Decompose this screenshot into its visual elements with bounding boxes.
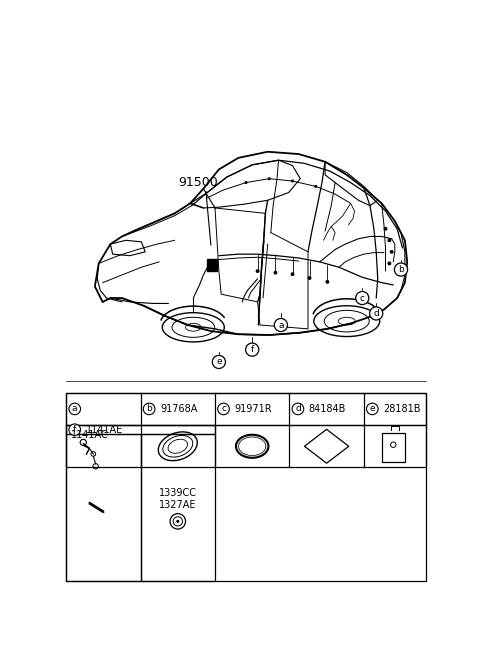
Circle shape xyxy=(367,403,378,415)
Bar xyxy=(66,393,426,580)
Circle shape xyxy=(314,185,317,188)
Circle shape xyxy=(69,424,81,436)
Text: a: a xyxy=(72,404,77,413)
Circle shape xyxy=(308,276,312,280)
Circle shape xyxy=(212,356,226,369)
Text: 1339CC
1327AE: 1339CC 1327AE xyxy=(159,488,197,510)
Text: e: e xyxy=(216,358,222,366)
Circle shape xyxy=(325,280,329,284)
Text: e: e xyxy=(370,404,375,413)
Circle shape xyxy=(274,271,277,274)
Text: d: d xyxy=(373,309,379,318)
Circle shape xyxy=(390,250,394,253)
Bar xyxy=(66,425,426,468)
Circle shape xyxy=(370,307,383,320)
Circle shape xyxy=(246,343,259,356)
Text: 1141AC: 1141AC xyxy=(71,430,108,440)
Circle shape xyxy=(290,272,294,276)
Text: 91971R: 91971R xyxy=(234,404,272,414)
Text: f: f xyxy=(73,425,76,434)
Bar xyxy=(66,434,141,580)
Text: f: f xyxy=(251,345,254,354)
Bar xyxy=(382,433,405,462)
Bar xyxy=(66,393,426,425)
Circle shape xyxy=(176,520,180,523)
Text: 84184B: 84184B xyxy=(309,404,346,414)
Circle shape xyxy=(356,291,369,305)
Ellipse shape xyxy=(236,435,268,458)
Text: b: b xyxy=(146,404,152,413)
Text: 28181B: 28181B xyxy=(383,404,420,414)
Bar xyxy=(66,425,215,434)
Circle shape xyxy=(387,238,391,242)
Bar xyxy=(141,434,215,580)
Text: 1141AE: 1141AE xyxy=(85,424,123,435)
Circle shape xyxy=(395,263,408,276)
Circle shape xyxy=(291,179,294,183)
Circle shape xyxy=(218,403,229,415)
Circle shape xyxy=(274,318,288,331)
Circle shape xyxy=(384,227,387,231)
Circle shape xyxy=(244,181,248,184)
Circle shape xyxy=(144,403,155,415)
Text: b: b xyxy=(398,265,404,274)
Text: d: d xyxy=(295,404,301,413)
Circle shape xyxy=(387,261,391,265)
Text: c: c xyxy=(221,404,226,413)
Text: a: a xyxy=(278,320,284,329)
Circle shape xyxy=(268,177,271,180)
Ellipse shape xyxy=(239,437,266,455)
Text: c: c xyxy=(360,293,365,303)
Text: 91500: 91500 xyxy=(179,176,218,189)
Circle shape xyxy=(292,403,304,415)
Circle shape xyxy=(256,269,260,273)
Circle shape xyxy=(69,403,81,415)
Text: 91768A: 91768A xyxy=(160,404,197,414)
Bar xyxy=(207,259,216,271)
